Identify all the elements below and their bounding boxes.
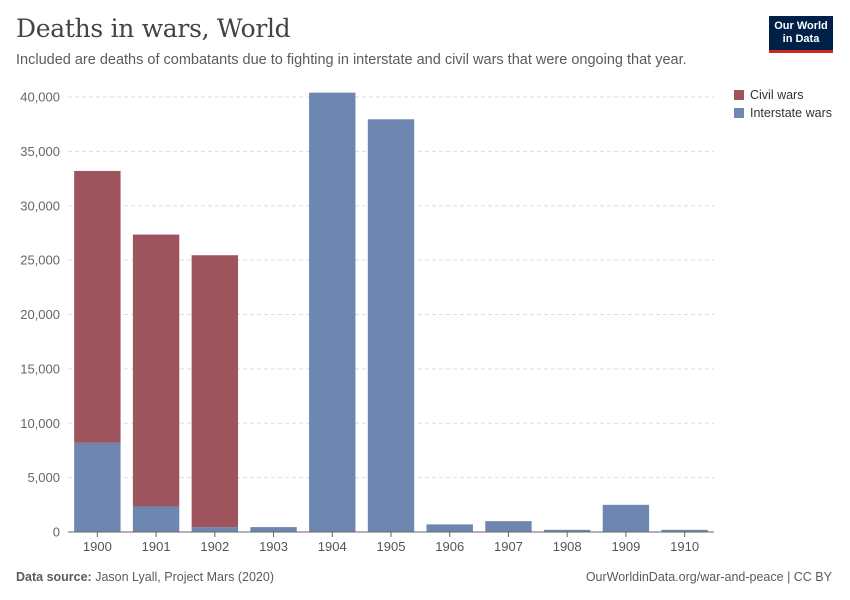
bar-civil <box>132 234 180 507</box>
bar-interstate <box>485 521 532 532</box>
bar-interstate <box>602 504 650 532</box>
y-tick-label: 10,000 <box>20 416 60 431</box>
logo-line-1: Our World <box>774 20 828 32</box>
bar-interstate <box>132 506 180 532</box>
y-tick-label: 5,000 <box>27 470 60 485</box>
legend-item-interstate[interactable]: Interstate wars <box>734 104 832 122</box>
x-tick-label: 1908 <box>553 539 582 554</box>
legend-swatch-civil <box>734 90 744 100</box>
y-tick-label: 30,000 <box>20 198 60 213</box>
credit-link[interactable]: OurWorldinData.org/war-and-peace | CC BY <box>585 570 832 584</box>
legend-label-civil: Civil wars <box>750 88 804 102</box>
bar-interstate <box>426 524 473 532</box>
x-tick-label: 1909 <box>611 539 640 554</box>
bar-interstate <box>661 529 708 532</box>
bar-interstate <box>74 442 121 532</box>
chart-subtitle: Included are deaths of combatants due to… <box>16 52 687 68</box>
owid-logo[interactable]: Our World in Data <box>769 16 833 53</box>
bar-interstate <box>250 527 297 532</box>
y-tick-label: 35,000 <box>20 144 60 159</box>
x-tick-label: 1901 <box>142 539 171 554</box>
bar-interstate <box>191 527 239 532</box>
legend-swatch-interstate <box>734 108 744 118</box>
legend-item-civil[interactable]: Civil wars <box>734 86 832 104</box>
chart-legend: Civil wars Interstate wars <box>734 86 832 122</box>
legend-label-interstate: Interstate wars <box>750 106 832 120</box>
bar-interstate <box>543 529 591 532</box>
x-tick-label: 1904 <box>318 539 347 554</box>
y-tick-label: 0 <box>53 525 60 540</box>
logo-line-2: in Data <box>782 33 820 45</box>
bar-interstate <box>309 92 356 533</box>
x-tick-label: 1905 <box>377 539 406 554</box>
logo-accent-bar <box>769 50 833 53</box>
x-tick-label: 1907 <box>494 539 523 554</box>
bar-interstate <box>367 119 415 532</box>
y-tick-label: 15,000 <box>20 361 60 376</box>
x-tick-label: 1900 <box>83 539 112 554</box>
bar-civil <box>191 255 239 528</box>
y-tick-label: 20,000 <box>20 307 60 322</box>
y-tick-label: 25,000 <box>20 253 60 268</box>
data-source-text: Jason Lyall, Project Mars (2020) <box>95 570 274 584</box>
x-tick-label: 1910 <box>670 539 699 554</box>
x-tick-label: 1903 <box>259 539 288 554</box>
data-source: Data source: Jason Lyall, Project Mars (… <box>16 570 274 584</box>
chart-title: Deaths in wars, World <box>16 14 291 43</box>
y-tick-label: 40,000 <box>20 90 60 105</box>
x-tick-label: 1902 <box>200 539 229 554</box>
x-tick-label: 1906 <box>435 539 464 554</box>
data-source-label: Data source: <box>16 570 92 584</box>
bar-civil <box>74 170 121 443</box>
